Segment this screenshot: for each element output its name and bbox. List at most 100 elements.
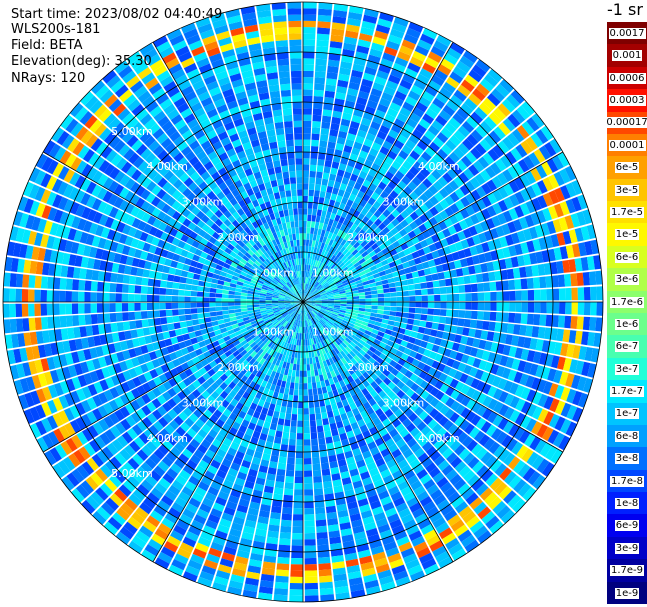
range-gate-cell bbox=[284, 305, 292, 308]
range-gate-cell bbox=[438, 556, 453, 569]
range-gate-cell bbox=[113, 342, 122, 353]
range-gate-cell bbox=[347, 343, 355, 351]
range-gate-cell bbox=[138, 336, 147, 346]
range-gate-cell bbox=[317, 159, 325, 167]
range-gate-cell bbox=[490, 427, 503, 441]
range-gate-cell bbox=[291, 304, 298, 308]
range-gate-cell bbox=[274, 581, 289, 590]
range-gate-cell bbox=[339, 432, 348, 441]
range-gate-cell bbox=[587, 363, 597, 378]
range-gate-cell bbox=[377, 309, 384, 315]
range-gate-cell bbox=[412, 507, 425, 519]
range-gate-cell bbox=[357, 498, 369, 507]
range-gate-cell bbox=[140, 286, 148, 294]
range-gate-cell bbox=[178, 371, 188, 381]
range-gate-cell bbox=[279, 293, 286, 297]
range-gate-cell bbox=[290, 344, 294, 351]
range-gate-cell bbox=[332, 340, 339, 348]
range-gate-cell bbox=[293, 239, 297, 247]
range-gate-cell bbox=[206, 377, 215, 386]
range-gate-cell bbox=[153, 505, 167, 517]
range-gate-cell bbox=[141, 549, 157, 562]
range-gate-cell bbox=[141, 319, 149, 328]
range-gate-cell bbox=[247, 339, 255, 346]
range-gate-cell bbox=[303, 77, 314, 84]
range-gate-cell bbox=[529, 436, 542, 451]
range-gate-cell bbox=[284, 296, 292, 299]
range-gate-cell bbox=[280, 89, 291, 97]
range-gate-cell bbox=[265, 303, 272, 306]
range-gate-cell bbox=[460, 335, 469, 345]
range-gate-cell bbox=[246, 571, 260, 580]
range-gate-cell bbox=[309, 319, 314, 326]
range-gate-cell bbox=[66, 472, 80, 487]
range-gate-cell bbox=[396, 302, 403, 307]
range-gate-cell bbox=[219, 382, 228, 391]
range-gate-cell bbox=[309, 357, 313, 365]
range-gate-cell bbox=[314, 323, 319, 330]
range-gate-cell bbox=[346, 302, 353, 305]
range-gate-cell bbox=[362, 333, 370, 340]
range-gate-cell bbox=[283, 114, 293, 122]
range-gate-cell bbox=[420, 314, 428, 321]
range-gate-cell bbox=[254, 311, 261, 315]
range-gate-cell bbox=[219, 353, 228, 361]
range-gate-cell bbox=[122, 274, 130, 284]
range-gate-cell bbox=[104, 429, 116, 442]
range-gate-cell bbox=[313, 89, 324, 97]
range-gate-cell bbox=[305, 326, 308, 334]
range-gate-cell bbox=[4, 334, 13, 349]
range-gate-cell bbox=[152, 409, 163, 420]
range-gate-cell bbox=[164, 424, 175, 435]
range-gate-cell bbox=[64, 352, 74, 366]
range-gate-cell bbox=[271, 304, 279, 307]
range-gate-cell bbox=[425, 462, 437, 474]
range-gate-cell bbox=[140, 462, 153, 474]
range-gate-cell bbox=[197, 576, 213, 588]
range-gate-cell bbox=[315, 304, 322, 307]
range-gate-cell bbox=[74, 255, 83, 267]
range-gate-cell bbox=[236, 318, 244, 324]
range-gate-cell bbox=[354, 377, 362, 386]
range-gate-cell bbox=[465, 387, 476, 398]
range-gate-cell bbox=[316, 525, 328, 533]
range-gate-cell bbox=[325, 312, 332, 317]
range-gate-cell bbox=[257, 592, 273, 601]
range-gate-cell bbox=[203, 286, 211, 293]
range-gate-cell bbox=[283, 488, 294, 496]
range-gate-cell bbox=[268, 313, 275, 318]
range-gate-cell bbox=[393, 321, 401, 328]
range-gate-cell bbox=[157, 384, 167, 394]
range-gate-cell bbox=[284, 127, 294, 135]
range-gate-cell bbox=[151, 398, 162, 409]
range-gate-cell bbox=[278, 340, 284, 347]
range-gate-cell bbox=[266, 310, 274, 314]
range-gate-cell bbox=[358, 374, 366, 383]
range-gate-cell bbox=[214, 345, 222, 352]
range-gate-cell bbox=[307, 202, 313, 209]
range-gate-cell bbox=[85, 325, 94, 337]
range-gate-cell bbox=[60, 440, 73, 456]
range-gate-cell bbox=[265, 479, 275, 488]
range-gate-cell bbox=[262, 352, 269, 360]
range-gate-cell bbox=[272, 350, 278, 358]
range-gate-cell bbox=[285, 133, 294, 141]
range-gate-cell bbox=[400, 486, 413, 497]
range-gate-cell bbox=[313, 102, 323, 110]
range-gate-cell bbox=[303, 314, 305, 321]
range-gate-cell bbox=[272, 442, 281, 451]
range-gate-cell bbox=[311, 376, 316, 383]
range-gate-cell bbox=[179, 321, 187, 328]
range-gate-cell bbox=[185, 502, 199, 514]
range-gate-cell bbox=[136, 385, 147, 396]
range-gate-cell bbox=[94, 436, 106, 449]
range-gate-cell bbox=[184, 257, 192, 266]
range-gate-cell bbox=[300, 252, 303, 259]
range-gate-cell bbox=[190, 260, 198, 268]
range-gate-cell bbox=[265, 339, 272, 346]
range-gate-cell bbox=[53, 428, 65, 443]
range-gate-cell bbox=[332, 311, 339, 316]
range-gate-cell bbox=[149, 369, 159, 379]
range-gate-cell bbox=[461, 435, 474, 448]
range-gate-cell bbox=[478, 339, 487, 350]
